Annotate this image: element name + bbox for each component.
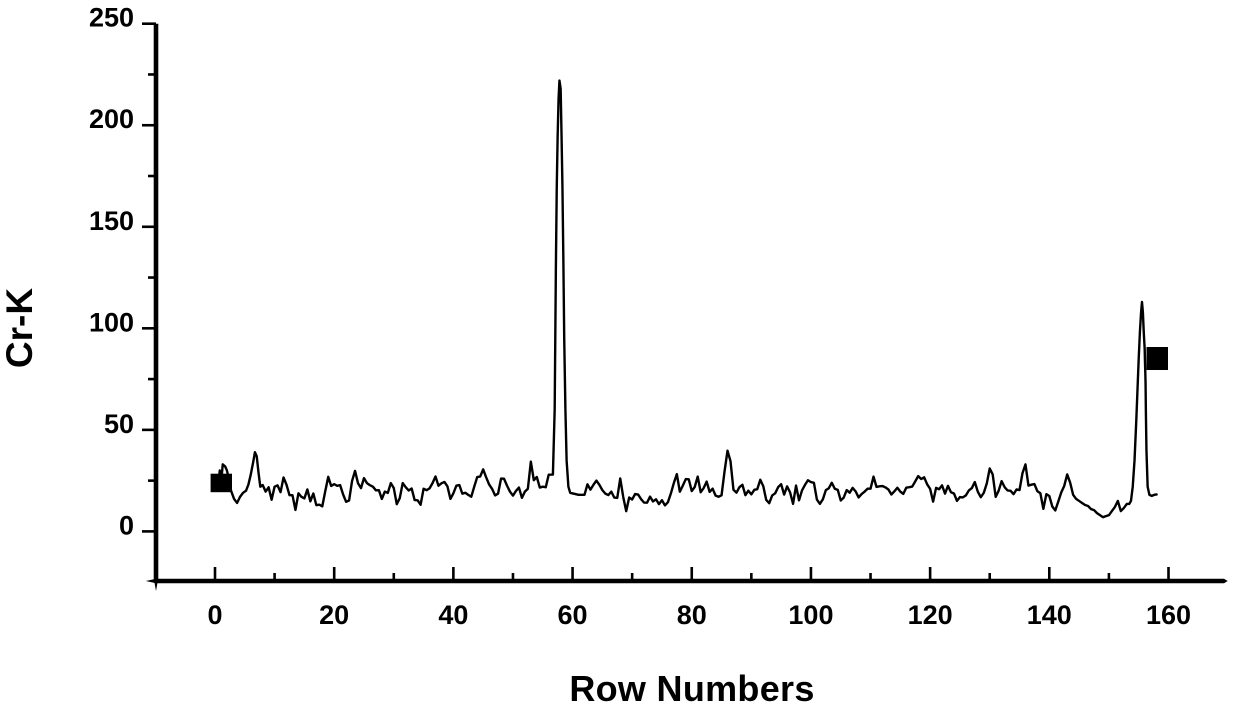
svg-text:Row Numbers: Row Numbers xyxy=(569,668,814,709)
svg-text:250: 250 xyxy=(89,3,134,33)
svg-text:0: 0 xyxy=(207,600,222,630)
svg-text:200: 200 xyxy=(89,104,134,134)
svg-text:20: 20 xyxy=(319,600,349,630)
svg-text:Cr-K: Cr-K xyxy=(0,288,40,368)
svg-text:140: 140 xyxy=(1027,600,1072,630)
svg-text:100: 100 xyxy=(788,600,833,630)
svg-text:40: 40 xyxy=(438,600,468,630)
svg-text:0: 0 xyxy=(119,510,134,540)
svg-text:50: 50 xyxy=(104,409,134,439)
svg-text:150: 150 xyxy=(89,206,134,236)
svg-text:160: 160 xyxy=(1146,600,1191,630)
svg-text:80: 80 xyxy=(677,600,707,630)
svg-text:100: 100 xyxy=(89,307,134,337)
svg-text:60: 60 xyxy=(558,600,588,630)
svg-text:120: 120 xyxy=(908,600,953,630)
